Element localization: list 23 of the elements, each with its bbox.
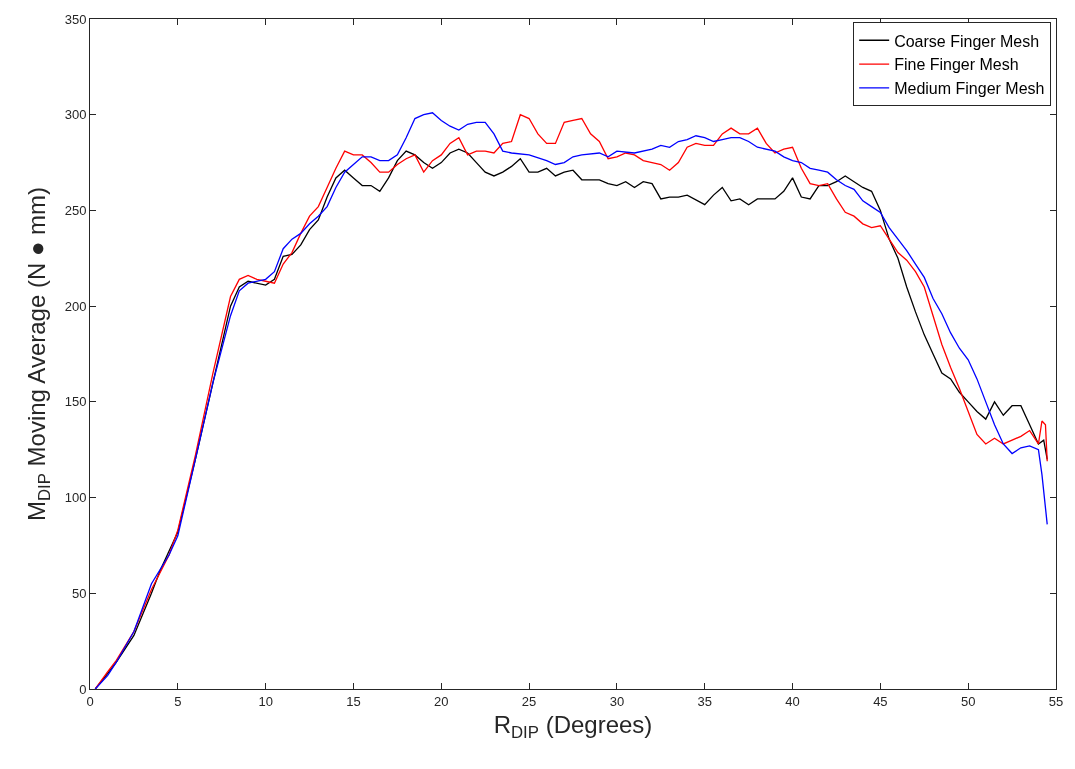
x-tick-label: 25 [521,693,537,709]
x-tick-label: 10 [258,693,273,709]
y-tick-label: 300 [64,107,87,123]
y-tick-label: 250 [64,202,87,218]
x-tick-label: 35 [697,693,712,709]
x-tick-label: 5 [174,693,182,709]
x-axis-title: R$_{DIP}$ (Degrees) [493,710,653,742]
x-tick-label: 20 [434,693,449,709]
x-tick-label: 30 [609,693,625,709]
y-tick-label: 100 [64,490,87,506]
y-tick-label: 50 [71,585,87,601]
y-tick-label: 200 [64,298,87,314]
legend-label: Medium Finger Mesh [894,80,1045,98]
y-tick-label: 0 [79,681,87,697]
y-tick-label: 350 [64,11,87,27]
x-tick-label: 45 [873,693,888,709]
x-tick-label: 55 [1048,693,1064,709]
legend-label: Fine Finger Mesh [894,56,1019,74]
x-tick-label: 40 [785,693,800,709]
x-tick-label: 50 [960,693,976,709]
legend-label: Coarse Finger Mesh [894,32,1040,50]
y-tick-label: 150 [64,394,87,410]
x-tick-label: 15 [346,693,361,709]
